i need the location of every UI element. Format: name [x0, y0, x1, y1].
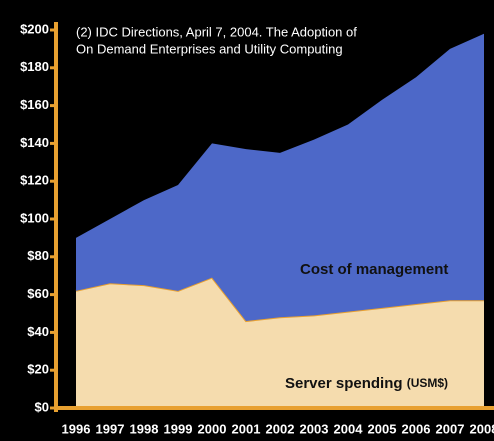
- y-tick-label: $80: [27, 248, 49, 263]
- series-unit: (USM$): [407, 376, 448, 390]
- x-tick-label: 2005: [368, 421, 397, 436]
- x-tick-label: 2007: [436, 421, 465, 436]
- x-tick-label: 1996: [62, 421, 91, 436]
- y-tick-label: $100: [20, 210, 49, 225]
- y-tick-label: $180: [20, 59, 49, 74]
- x-tick-label: 1999: [164, 421, 193, 436]
- areas: [75, 33, 484, 408]
- x-tick-label: 1998: [130, 421, 159, 436]
- area: [76, 277, 484, 408]
- x-tick-label: 2002: [266, 421, 295, 436]
- y-tick-label: $40: [27, 324, 49, 339]
- y-tick-label: $20: [27, 362, 49, 377]
- x-tick-label: 1997: [96, 421, 125, 436]
- x-tick-label: 2003: [300, 421, 329, 436]
- x-tick-label: 2001: [232, 421, 261, 436]
- y-tick-label: $0: [35, 399, 49, 414]
- series-label: Cost of management: [300, 261, 448, 278]
- x-tick-label: 2006: [402, 421, 431, 436]
- y-tick-label: $160: [20, 97, 49, 112]
- x-tick-label: 2008: [470, 421, 494, 436]
- y-tick-label: $140: [20, 135, 49, 150]
- annotation: On Demand Enterprises and Utility Comput…: [76, 41, 343, 56]
- y-tick-label: $120: [20, 173, 49, 188]
- area: [76, 33, 484, 322]
- series-name: Server spending: [285, 375, 403, 392]
- x-tick-label: 2004: [334, 421, 364, 436]
- series-label: Server spending (USM$): [285, 375, 448, 392]
- y-tick-label: $60: [27, 286, 49, 301]
- y-tick-label: $200: [20, 21, 49, 36]
- x-tick-label: 2000: [198, 421, 227, 436]
- annotation: (2) IDC Directions, April 7, 2004. The A…: [76, 24, 357, 39]
